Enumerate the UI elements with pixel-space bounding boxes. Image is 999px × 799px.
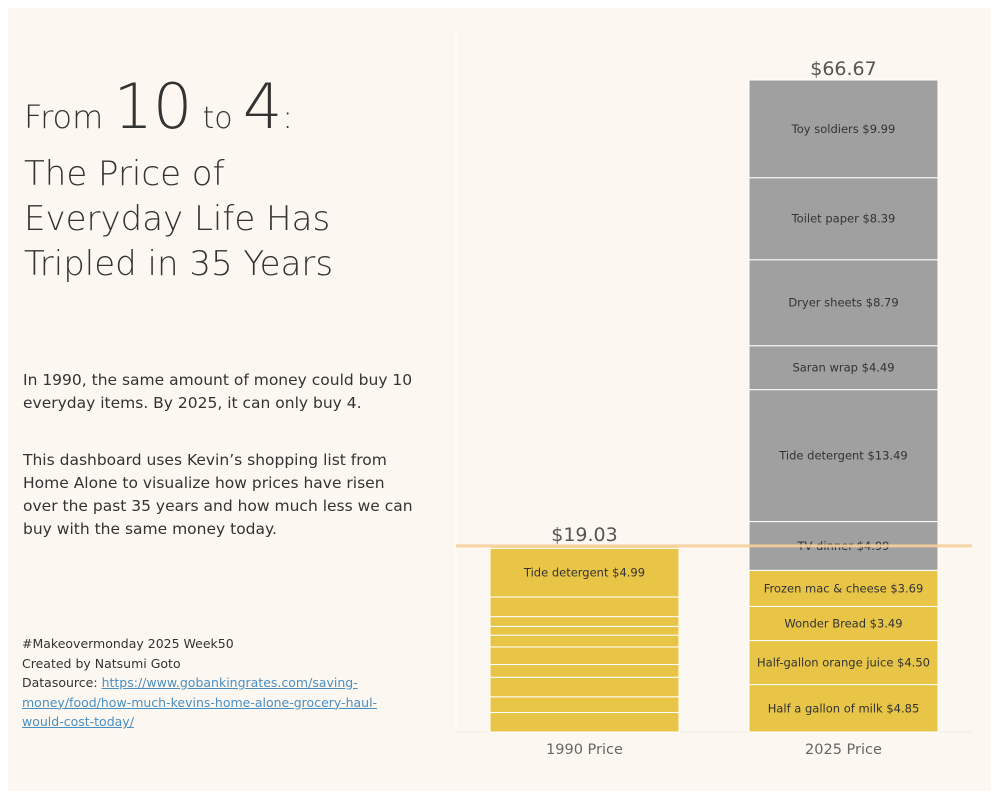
bar-segment-1-saran-wrap (748, 345, 939, 391)
segment-label-1-half-gallon-orange-juice: Half-gallon orange juice $4.50 (757, 656, 930, 670)
segment-label-1-toy-soldiers: Toy soldiers $9.99 (791, 122, 896, 136)
x-tick-label-0: 1990 Price (546, 742, 623, 758)
headline-num-from: 10 (113, 70, 193, 143)
total-label-1: $66.67 (810, 58, 876, 80)
bar-segment-0-item-6 (489, 634, 680, 648)
total-label-0: $19.03 (551, 524, 617, 546)
bar-segment-0-tide-detergent (489, 547, 680, 598)
headline-subtitle-line-2: Everyday Life Has (24, 199, 331, 239)
segment-label-1-toilet-paper: Toilet paper $8.39 (791, 212, 896, 226)
bar-segment-0-item-4 (489, 664, 680, 678)
credits: #Makeovermonday 2025 Week50 Created by N… (22, 634, 402, 732)
bar-segment-0-item-2 (489, 696, 680, 713)
segment-label-0-tide-detergent: Tide detergent $4.99 (523, 566, 645, 580)
headline-subtitle-line-3: Tripled in 35 Years (24, 244, 334, 284)
headline-to: to (202, 101, 233, 136)
headline-title: From 10 to 4: (24, 72, 424, 154)
headline-subtitle-line-1: The Price of (24, 154, 225, 194)
bar-segment-1-toilet-paper (748, 177, 939, 261)
bar-segment-0-item-8 (489, 616, 680, 627)
headline-num-to: 4 (242, 70, 283, 143)
headline-colon: : (282, 98, 294, 136)
x-tick-label-1: 2025 Price (805, 742, 882, 758)
datasource-link[interactable]: https://www.gobankingrates.com/saving-mo… (22, 675, 378, 729)
bar-segment-0-item-9 (489, 596, 680, 618)
credits-author: Created by Natsumi Goto (22, 655, 181, 671)
segment-label-1-tide-detergent: Tide detergent $13.49 (778, 449, 907, 463)
segment-label-1-wonder-bread: Wonder Bread $3.49 (784, 616, 902, 630)
description-paragraph-1: In 1990, the same amount of money could … (23, 371, 413, 412)
bar-segment-0-item-1 (489, 711, 680, 733)
segment-label-1-saran-wrap: Saran wrap $4.49 (792, 361, 894, 375)
headline: From 10 to 4: The Price of Everyday Life… (24, 72, 424, 289)
bar-segment-0-item-5 (489, 646, 680, 666)
segment-label-1-dryer-sheets: Dryer sheets $8.79 (788, 296, 898, 310)
segment-label-1-half-a-gallon-of-milk: Half a gallon of milk $4.85 (768, 701, 920, 715)
credits-source: Datasource: https://www.gobankingrates.c… (22, 673, 402, 732)
bar-segment-1-frozen-mac-cheese (748, 569, 939, 607)
segment-label-1-frozen-mac-cheese: Frozen mac & cheese $3.69 (764, 581, 924, 595)
bar-segment-1-half-gallon-orange-juice (748, 640, 939, 686)
bar-segment-0-item-3 (489, 676, 680, 698)
bar-segment-1-tide-detergent (748, 389, 939, 523)
bar-segment-0-item-7 (489, 625, 680, 636)
bar-segment-1-dryer-sheets (748, 259, 939, 347)
credits-source-label: Datasource: (22, 675, 98, 690)
bar-segment-1-toy-soldiers (748, 79, 939, 179)
credits-tag: #Makeovermonday 2025 Week50 (22, 636, 234, 651)
description-paragraph-2: This dashboard uses Kevin’s shopping lis… (23, 451, 413, 538)
headline-from: From (24, 98, 104, 136)
